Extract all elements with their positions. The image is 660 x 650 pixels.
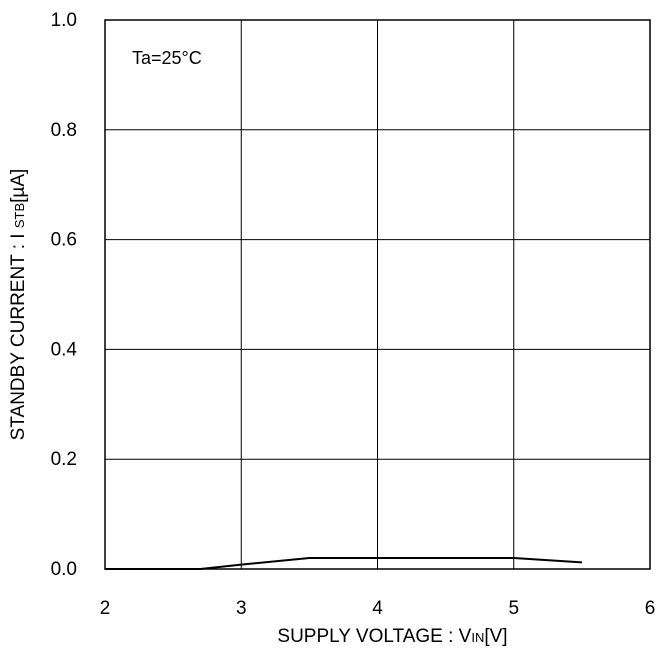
- y-axis-label-sub: STB: [12, 203, 27, 228]
- y-tick-label: 0.6: [51, 230, 77, 251]
- x-axis-label-main: SUPPLY VOLTAGE : V: [277, 626, 471, 647]
- y-axis-label-unit: [µA]: [8, 169, 29, 203]
- x-axis-label-unit: [V]: [484, 626, 507, 647]
- series-line: [105, 557, 582, 570]
- y-tick-label: 0.0: [51, 559, 77, 580]
- y-tick-label: 0.2: [51, 449, 77, 470]
- y-axis-label-main: STANDBY CURRENT : I: [8, 228, 29, 440]
- x-axis-label-sub: IN: [471, 630, 484, 645]
- temperature-annotation: Ta=25°C: [132, 48, 202, 68]
- y-tick-label: 1.0: [51, 10, 77, 31]
- series-layer: [105, 557, 582, 570]
- y-tick-label: 0.4: [51, 339, 78, 360]
- x-axis-label: SUPPLY VOLTAGE : VIN[V]: [277, 626, 507, 647]
- y-tick-label: 0.8: [51, 120, 77, 141]
- x-tick-labels: 2 3 4 5 6: [100, 598, 656, 619]
- x-tick-label: 3: [236, 598, 247, 619]
- y-axis-label: STANDBY CURRENT : I STB[µA]: [8, 169, 29, 441]
- x-tick-label: 6: [645, 598, 656, 619]
- y-tick-labels: 0.0 0.2 0.4 0.6 0.8 1.0: [51, 10, 78, 580]
- x-tick-label: 4: [372, 598, 383, 619]
- x-tick-label: 2: [100, 598, 111, 619]
- plot-frame: [104, 19, 651, 570]
- grid: [105, 20, 650, 569]
- x-tick-label: 5: [508, 598, 519, 619]
